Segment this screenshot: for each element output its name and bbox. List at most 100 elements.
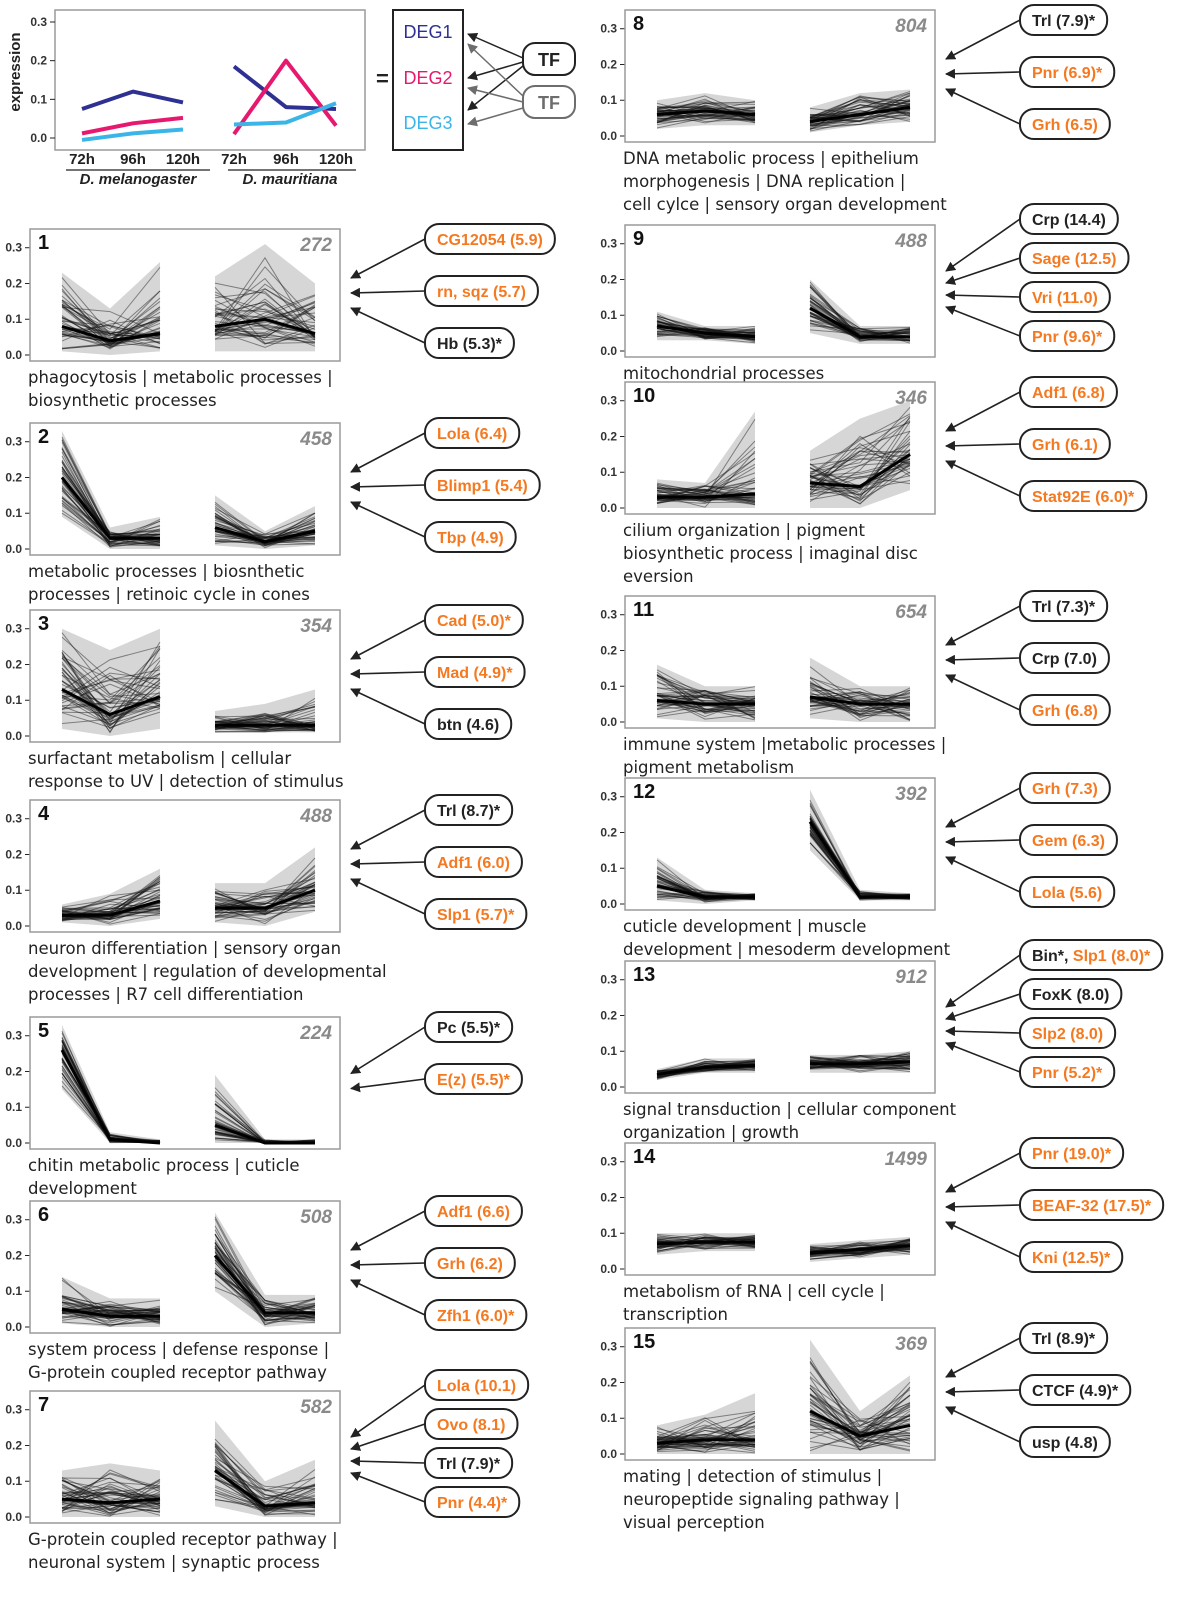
- profile-line: [656, 1443, 756, 1449]
- profile-median-mau: [214, 1123, 315, 1145]
- legend-x-tick-label: 96h: [120, 151, 146, 168]
- profile-line: [61, 505, 161, 542]
- profile-line: [214, 1469, 316, 1501]
- profile-line: [214, 697, 316, 732]
- go-term-line: morphogenesis | DNA replication |: [623, 172, 905, 191]
- tf-name: Pnr (4.4)*: [437, 1495, 508, 1512]
- profile-line: [656, 1069, 756, 1078]
- profile-line: [809, 816, 911, 897]
- profile-line: [809, 101, 911, 118]
- profile-line: [61, 1488, 161, 1498]
- profile-line: [809, 303, 911, 342]
- tf-name: Pnr (9.6)*: [1032, 329, 1103, 346]
- legend-x-tick-label: 120h: [166, 151, 200, 168]
- profile-line: [656, 1421, 756, 1439]
- profile-line: [214, 328, 316, 343]
- profile-line: [214, 1458, 316, 1504]
- profile-line: [61, 317, 161, 335]
- tf-pill: Cad (5.0)*: [424, 604, 524, 636]
- profile-line: [61, 1480, 161, 1512]
- profile-line: [656, 701, 756, 713]
- profile-line: [61, 666, 161, 717]
- profile-line: [656, 313, 756, 341]
- profile-line: [809, 1386, 911, 1439]
- profile-line: [656, 112, 756, 123]
- cluster-number: 10: [633, 385, 655, 407]
- gene-count: 224: [299, 1023, 332, 1044]
- profile-line: [61, 1500, 161, 1508]
- profile-line: [656, 113, 756, 121]
- profile-line: [809, 1394, 911, 1428]
- tf-name: Grh (7.3): [1032, 781, 1098, 798]
- profile-line: [61, 645, 161, 691]
- profile-lines: [656, 789, 911, 904]
- profile-line: [61, 510, 161, 544]
- profile-line: [214, 283, 316, 332]
- profile-line: [656, 116, 756, 126]
- y-tick-label: 0.3: [5, 1403, 22, 1417]
- profile-line: [809, 1238, 911, 1247]
- profile-line: [214, 309, 316, 344]
- profile-line: [656, 1416, 756, 1453]
- tf-label: Sage (12.5): [1032, 251, 1116, 268]
- profile-line: [214, 1477, 316, 1512]
- y-tick-label: 0.2: [600, 1190, 617, 1204]
- cluster-panel-8: 0.0 0.1 0.2 0.3 8 804 DNA metabolic process | …: [600, 4, 1116, 214]
- profile-line: [656, 1410, 756, 1442]
- tf-arrow: [350, 619, 426, 660]
- profile-line: [809, 319, 911, 330]
- profile-line: [61, 1320, 161, 1326]
- profile-line: [61, 460, 161, 537]
- tf-pill: Ovo (8.1): [424, 1408, 519, 1440]
- profile-line: [809, 1241, 911, 1255]
- tf-label: Grh (6.5): [1032, 117, 1098, 134]
- y-tick-label: 0.2: [600, 825, 617, 839]
- cluster-panel-5: 0.0 0.1 0.2 0.3 5 224 chitin metabolic process…: [5, 1011, 523, 1198]
- profile-line: [61, 316, 161, 349]
- profile-line: [214, 870, 316, 914]
- tf-label: Grh (6.1): [1032, 437, 1098, 454]
- tf-label: Grh (7.3): [1032, 781, 1098, 798]
- profile-lines: [656, 657, 911, 722]
- profile-line: [809, 406, 911, 473]
- profile-lines: [61, 1420, 316, 1517]
- tf-label: rn, sqz (5.7): [437, 284, 526, 301]
- profile-line: [809, 286, 911, 340]
- tf-label: Adf1 (6.0): [437, 855, 510, 872]
- go-term-line: processes | R7 cell differentiation: [28, 985, 303, 1004]
- profile-line: [656, 1429, 756, 1445]
- profile-line: [809, 699, 911, 714]
- profile-line: [214, 1241, 316, 1321]
- profile-line: [214, 884, 316, 914]
- profile-line: [656, 680, 756, 712]
- tf-pill: Grh (6.8): [1019, 694, 1111, 726]
- tf-arrow: [945, 954, 1021, 1008]
- profile-line: [656, 1426, 756, 1454]
- gene-count: 488: [299, 806, 332, 827]
- profile-line: [809, 695, 911, 717]
- tf-name: CTCF (4.9)*: [1032, 1383, 1119, 1400]
- profile-line: [61, 1306, 161, 1312]
- profile-line: [809, 1431, 911, 1452]
- profile-line: [809, 1063, 911, 1070]
- profile-line: [809, 98, 911, 119]
- profile-line: [61, 1301, 161, 1319]
- profile-lines: [60, 1025, 316, 1145]
- cluster-panel-3: 0.0 0.1 0.2 0.3 3 354 surfactant metabolism | …: [5, 604, 526, 791]
- profile-line: [656, 114, 756, 129]
- tf-label: Trl (8.7)*: [437, 803, 501, 820]
- profile-line: [809, 102, 911, 119]
- profile-line: [61, 883, 161, 914]
- profile-line: [61, 1301, 161, 1315]
- profile-line: [809, 435, 911, 493]
- tf-arrow: [945, 993, 1021, 1021]
- profile-line: [809, 1064, 911, 1070]
- profile-line: [809, 1240, 911, 1255]
- profile-line: [809, 457, 911, 490]
- legend-y-tick-label: 0.3: [30, 15, 47, 29]
- tf-box-black-label: TF: [538, 50, 560, 70]
- profile-line: [656, 892, 756, 898]
- profile-line: [809, 1414, 911, 1445]
- profile-line: [809, 1423, 911, 1451]
- cluster-panel-15: 0.0 0.1 0.2 0.3 15 369 mating | detection of s…: [600, 1322, 1132, 1532]
